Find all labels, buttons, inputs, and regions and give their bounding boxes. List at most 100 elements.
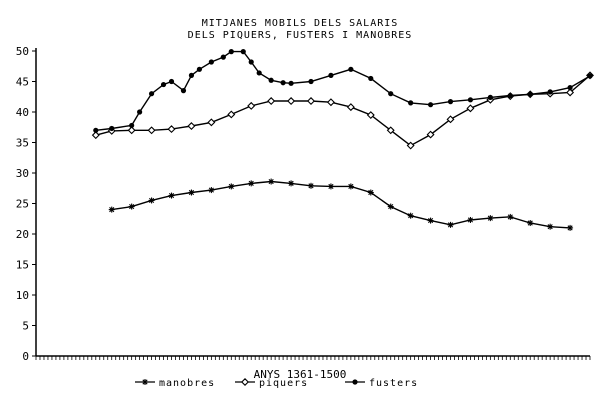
- data-point: [147, 126, 156, 135]
- data-point: [447, 99, 454, 105]
- data-point: [167, 125, 176, 134]
- series-line: [111, 180, 571, 229]
- data-point: [288, 80, 294, 86]
- data-point: [352, 379, 358, 385]
- y-tick-label: 35: [16, 137, 29, 150]
- y-tick-label: 15: [16, 259, 29, 272]
- data-point: [466, 104, 475, 113]
- data-point: [220, 54, 226, 60]
- data-point: [268, 77, 274, 83]
- data-point: [427, 102, 434, 108]
- legend: manobres piquers fusters: [135, 378, 418, 389]
- data-point: [367, 189, 374, 196]
- data-point: [327, 183, 334, 190]
- data-point: [487, 215, 494, 222]
- data-point: [467, 216, 474, 223]
- data-point: [268, 178, 275, 185]
- data-point: [386, 126, 395, 135]
- data-point: [256, 70, 262, 76]
- data-point: [108, 206, 115, 213]
- data-point: [567, 224, 574, 231]
- y-tick-label: 30: [16, 167, 29, 180]
- data-point: [426, 130, 435, 139]
- data-point: [168, 78, 175, 85]
- data-point: [326, 98, 335, 107]
- data-point: [228, 49, 234, 55]
- y-tick-label: 0: [22, 350, 29, 363]
- data-point: [348, 66, 354, 72]
- legend-label: manobres: [159, 378, 215, 389]
- legend-label: piquers: [259, 378, 308, 389]
- y-tick-label: 20: [16, 228, 29, 241]
- data-point: [128, 203, 135, 210]
- data-point: [228, 183, 235, 190]
- x-axis-label: ANYS 1361-1500: [254, 368, 347, 381]
- data-point: [507, 213, 514, 220]
- data-point: [346, 103, 355, 112]
- data-point: [547, 89, 553, 95]
- legend-item-fusters: fusters: [345, 378, 418, 389]
- y-tick-label: 25: [16, 198, 29, 211]
- data-point: [347, 183, 354, 190]
- data-point: [406, 141, 415, 150]
- data-point: [142, 379, 148, 385]
- data-point: [248, 180, 255, 187]
- data-point: [247, 101, 256, 110]
- series-fusters: [93, 49, 593, 133]
- data-point: [109, 125, 115, 132]
- x-axis: [35, 355, 591, 360]
- data-point: [467, 97, 474, 103]
- data-point: [387, 203, 394, 210]
- data-point: [227, 110, 236, 119]
- data-point: [137, 109, 143, 115]
- data-point: [127, 126, 136, 135]
- y-axis: 0 5 10 15 20 25 30 35 40 45 50: [16, 45, 37, 363]
- data-point: [567, 85, 573, 91]
- data-point: [587, 73, 593, 79]
- data-point: [248, 59, 254, 65]
- data-point: [187, 122, 196, 131]
- data-point: [93, 127, 99, 133]
- data-point: [388, 91, 394, 97]
- y-tick-label: 5: [22, 320, 29, 333]
- data-point: [566, 88, 575, 97]
- data-point: [287, 97, 296, 105]
- data-point: [188, 189, 195, 196]
- data-point: [447, 221, 454, 228]
- data-point: [307, 97, 315, 105]
- data-point: [148, 197, 155, 204]
- data-point: [408, 100, 414, 106]
- data-point: [288, 180, 295, 187]
- data-point: [407, 212, 414, 219]
- series-line: [95, 74, 591, 147]
- data-point: [188, 72, 195, 78]
- data-point: [280, 80, 286, 86]
- data-point: [446, 115, 455, 124]
- legend-label: fusters: [369, 378, 418, 389]
- y-tick-label: 45: [16, 76, 29, 89]
- data-point: [368, 75, 374, 82]
- data-point: [366, 111, 375, 120]
- data-point: [196, 66, 203, 72]
- data-point: [308, 78, 314, 85]
- data-point: [487, 94, 493, 100]
- chart-title: MITJANES MOBILS DELS SALARIS: [202, 18, 399, 29]
- data-point: [208, 59, 214, 65]
- legend-item-manobres: manobres: [135, 378, 215, 389]
- data-point: [527, 91, 533, 97]
- data-point: [148, 91, 155, 97]
- data-point: [308, 182, 315, 189]
- data-point: [180, 88, 187, 94]
- chart-subtitle: DELS PIQUERS, FUSTERS I MANOBRES: [188, 30, 413, 41]
- data-point: [207, 118, 216, 127]
- data-point: [547, 223, 554, 230]
- data-point: [240, 49, 246, 55]
- data-point: [208, 187, 215, 194]
- data-point: [91, 131, 100, 140]
- data-point: [168, 192, 175, 199]
- data-point: [160, 81, 167, 88]
- legend-item-piquers: piquers: [235, 378, 308, 389]
- data-point: [507, 92, 513, 99]
